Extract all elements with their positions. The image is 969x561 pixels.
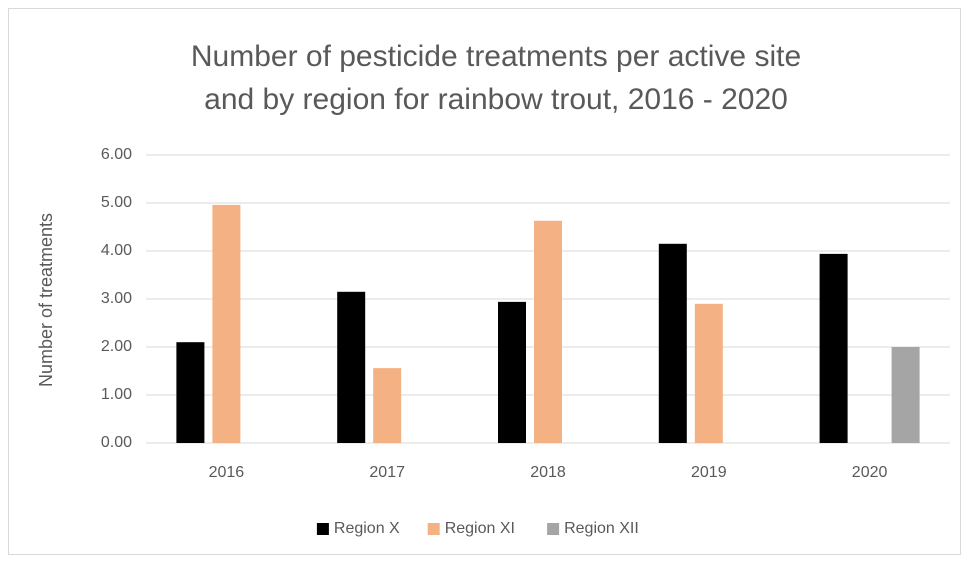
y-tick-label: 4.00 bbox=[101, 242, 132, 259]
legend-label: Region X bbox=[334, 520, 400, 537]
y-tick-label: 0.00 bbox=[101, 434, 132, 451]
legend-swatch bbox=[547, 523, 560, 535]
y-axis-label: Number of treatments bbox=[36, 213, 56, 387]
bar bbox=[212, 204, 241, 443]
bar bbox=[373, 368, 402, 443]
chart-title: and by region for rainbow trout, 2016 - … bbox=[204, 83, 788, 116]
y-tick-label: 3.00 bbox=[101, 290, 132, 307]
bar bbox=[694, 303, 723, 443]
x-tick-label: 2019 bbox=[691, 464, 727, 481]
bar bbox=[534, 220, 562, 443]
legend-label: Region XI bbox=[445, 520, 515, 537]
x-tick-label: 2020 bbox=[852, 464, 888, 481]
bar bbox=[337, 291, 366, 443]
bar bbox=[176, 342, 205, 443]
bar bbox=[498, 301, 526, 443]
y-tick-label: 2.00 bbox=[101, 338, 132, 355]
x-tick-label: 2016 bbox=[209, 464, 245, 481]
bar bbox=[891, 347, 920, 443]
chart-frame bbox=[8, 8, 961, 555]
y-tick-label: 5.00 bbox=[101, 194, 132, 211]
x-tick-label: 2017 bbox=[369, 464, 405, 481]
chart-title: Number of pesticide treatments per activ… bbox=[191, 40, 801, 73]
bar bbox=[658, 243, 687, 443]
y-tick-label: 1.00 bbox=[101, 386, 132, 403]
legend-swatch bbox=[316, 523, 329, 535]
x-tick-label: 2018 bbox=[530, 464, 566, 481]
legend-label: Region XII bbox=[564, 520, 639, 537]
legend-swatch bbox=[427, 523, 440, 535]
y-tick-label: 6.00 bbox=[101, 146, 132, 163]
bar bbox=[819, 253, 848, 443]
